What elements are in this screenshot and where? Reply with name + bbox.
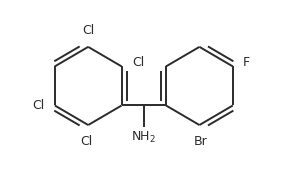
Text: Br: Br (194, 135, 208, 148)
Text: Cl: Cl (132, 56, 144, 69)
Text: Cl: Cl (82, 24, 94, 37)
Text: Cl: Cl (80, 135, 93, 148)
Text: NH$_2$: NH$_2$ (131, 130, 156, 146)
Text: F: F (243, 56, 250, 69)
Text: Cl: Cl (32, 99, 44, 112)
